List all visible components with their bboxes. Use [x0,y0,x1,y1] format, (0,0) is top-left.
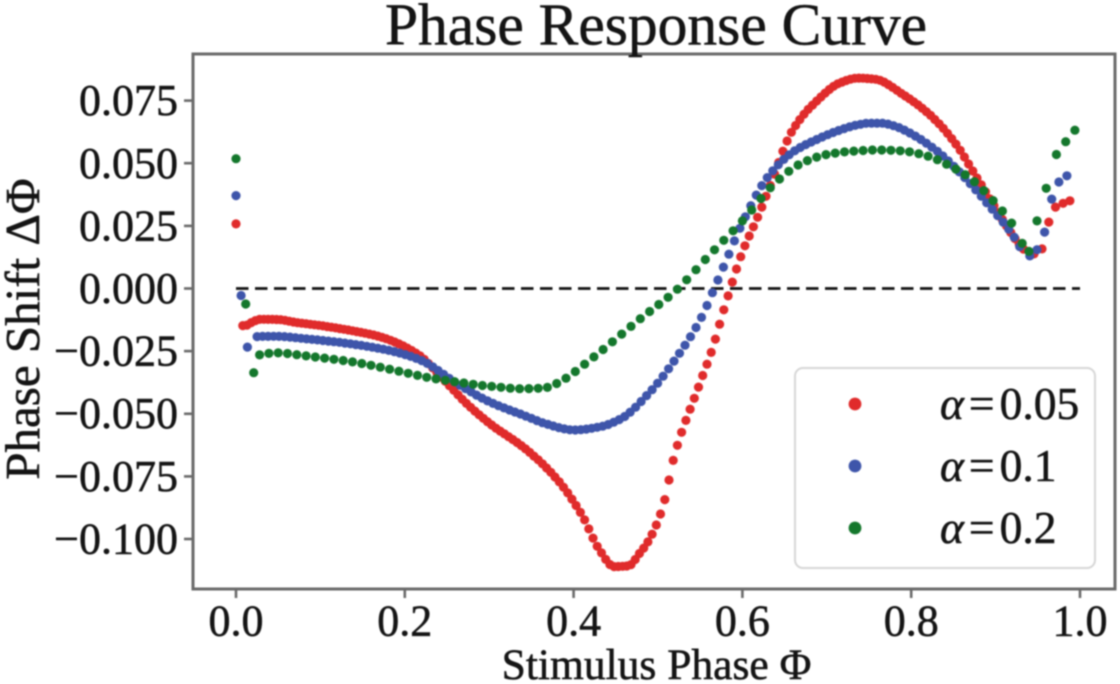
svg-text:0.6: 0.6 [715,597,770,646]
svg-text:−0.075: −0.075 [54,452,178,501]
svg-text:Stimulus Phase Φ: Stimulus Phase Φ [502,641,812,684]
svg-text:0.0: 0.0 [209,597,264,646]
svg-text:0.025: 0.025 [79,201,178,250]
svg-text:α=0.05: α = 0.05 [940,378,1079,429]
svg-text:α=0.1: α = 0.1 [940,440,1056,491]
svg-text:1.0: 1.0 [1053,597,1108,646]
svg-text:0.050: 0.050 [79,139,178,188]
svg-text:0.075: 0.075 [79,76,178,125]
svg-text:Phase Shift ΔΦ: Phase Shift ΔΦ [0,178,50,479]
svg-text:−0.050: −0.050 [54,389,178,438]
svg-text:0.8: 0.8 [884,597,939,646]
svg-text:−0.100: −0.100 [54,515,178,564]
svg-text:α=0.2: α = 0.2 [940,502,1056,553]
svg-text:0.2: 0.2 [377,597,432,646]
svg-text:0.4: 0.4 [546,597,601,646]
svg-text:0.000: 0.000 [79,264,178,313]
svg-text:−0.025: −0.025 [54,327,178,376]
svg-text:Phase Response Curve: Phase Response Curve [385,0,927,58]
